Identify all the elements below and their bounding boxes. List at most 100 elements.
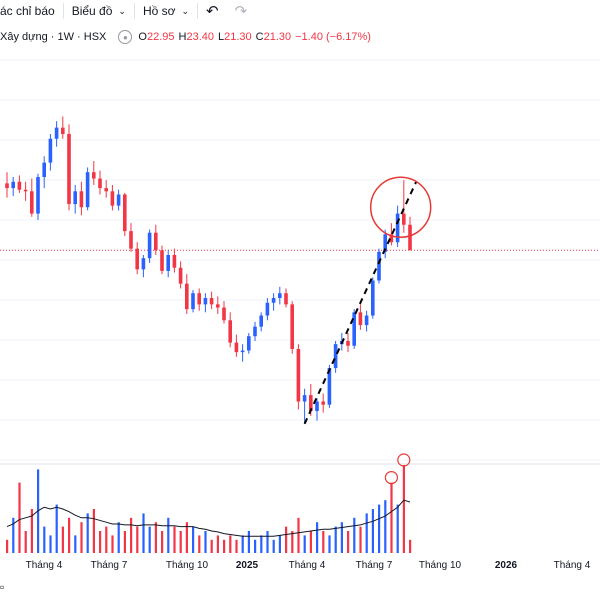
- candle-body: [216, 304, 220, 308]
- candle-body: [203, 297, 208, 305]
- volume-bar: [68, 517, 71, 553]
- volume-bar: [365, 513, 368, 553]
- volume-bar: [18, 482, 21, 553]
- chart-menu-label: Biểu đồ: [71, 4, 113, 18]
- volume-bar: [55, 504, 58, 553]
- candle-body: [364, 315, 369, 326]
- date-range-icon[interactable]: ▫: [0, 580, 5, 594]
- candle-body: [309, 395, 313, 412]
- volume-bar: [49, 535, 52, 553]
- candle-body: [315, 401, 319, 412]
- volume-bar: [297, 517, 300, 553]
- close-value: 21.30: [263, 31, 292, 43]
- low-value: 21.30: [224, 31, 252, 43]
- candle-body: [346, 340, 350, 346]
- volume-bar: [92, 509, 95, 553]
- volume-bar: [30, 509, 33, 553]
- candle-body: [240, 350, 245, 353]
- candle-body: [48, 138, 53, 163]
- volume-bar: [12, 517, 15, 553]
- candle-body: [79, 191, 84, 208]
- indicators-button[interactable]: ác chỉ báo: [0, 0, 63, 22]
- volume-bar: [347, 531, 350, 553]
- toolbar-divider: [133, 3, 135, 19]
- candle-body: [395, 213, 400, 243]
- candle-body: [371, 280, 375, 316]
- volume-bar: [136, 526, 139, 553]
- volume-bar: [371, 509, 374, 553]
- volume-bar: [130, 517, 133, 553]
- volume-bar: [247, 531, 250, 553]
- x-tick-label: Tháng 4: [26, 560, 63, 571]
- candle-body: [247, 336, 251, 351]
- candle-body: [147, 232, 152, 259]
- candle-body: [129, 231, 133, 249]
- eye-icon[interactable]: ●: [118, 30, 133, 44]
- volume-bar: [235, 539, 238, 553]
- volume-highlight-circle: [397, 453, 411, 467]
- candle-body: [85, 172, 90, 208]
- candle-body: [265, 302, 270, 316]
- volume-bar: [161, 531, 164, 553]
- volume-bar: [229, 535, 232, 553]
- volume-bar: [99, 531, 102, 553]
- x-tick-label: Tháng 4: [289, 560, 326, 571]
- candle-body: [271, 297, 276, 303]
- volume-bar: [185, 522, 188, 553]
- volume-bar: [402, 465, 405, 553]
- x-tick-label: Tháng 7: [356, 560, 393, 571]
- candle-body: [185, 283, 189, 310]
- candle-body: [172, 255, 177, 268]
- candle-body: [222, 307, 226, 321]
- candle-body: [408, 224, 412, 251]
- volume-bar: [111, 535, 114, 553]
- candle-body: [73, 191, 77, 205]
- x-tick-label: Tháng 10: [419, 560, 462, 571]
- volume-bar: [223, 539, 226, 553]
- volume-bar: [192, 526, 195, 553]
- x-tick-label: Tháng 7: [91, 560, 128, 571]
- volume-bar: [154, 522, 157, 553]
- volume-bar: [117, 522, 120, 553]
- volume-bar: [43, 526, 46, 553]
- candle-body: [389, 234, 394, 243]
- volume-bar: [409, 539, 412, 553]
- volume-bar: [340, 522, 343, 553]
- volume-bar: [260, 535, 263, 553]
- candle-body: [166, 255, 170, 271]
- candle-body: [141, 258, 146, 270]
- chart-menu-button[interactable]: Biểu đồ ⌄: [64, 0, 134, 22]
- candle-body: [110, 191, 115, 206]
- redo-icon[interactable]: ↷: [234, 3, 248, 20]
- profile-menu-label: Hồ sơ: [142, 4, 176, 18]
- volume-bar: [6, 539, 9, 553]
- undo-icon[interactable]: ↶: [206, 3, 219, 20]
- candle-body: [123, 194, 127, 232]
- candle-body: [98, 178, 102, 189]
- candle-body: [154, 232, 158, 251]
- candle-body: [296, 348, 301, 402]
- candle-body: [197, 293, 201, 305]
- volume-bar: [173, 526, 176, 553]
- symbol-title: Xây dựng · 1W · HSX: [0, 31, 107, 43]
- volume-bar: [86, 513, 89, 553]
- candle-body: [284, 293, 288, 305]
- volume-bar: [167, 517, 170, 553]
- high-value: 23.40: [186, 31, 214, 43]
- volume-bar: [334, 526, 337, 553]
- candle-body: [54, 127, 59, 139]
- volume-bar: [80, 522, 83, 553]
- top-toolbar: ác chỉ báo Biểu đồ ⌄ Hồ sơ ⌄ ↶ ↷: [0, 0, 600, 22]
- candle-body: [191, 293, 195, 310]
- profile-menu-button[interactable]: Hồ sơ ⌄: [135, 0, 197, 22]
- volume-bar: [254, 539, 257, 553]
- volume-bar: [74, 535, 77, 553]
- candle-body: [67, 133, 71, 205]
- volume-bar: [105, 526, 108, 553]
- volume-bar: [179, 531, 182, 553]
- candle-body: [259, 315, 263, 327]
- volume-ma-line: [6, 499, 411, 537]
- volume-bar: [61, 526, 64, 553]
- toolbar-divider: [197, 3, 199, 19]
